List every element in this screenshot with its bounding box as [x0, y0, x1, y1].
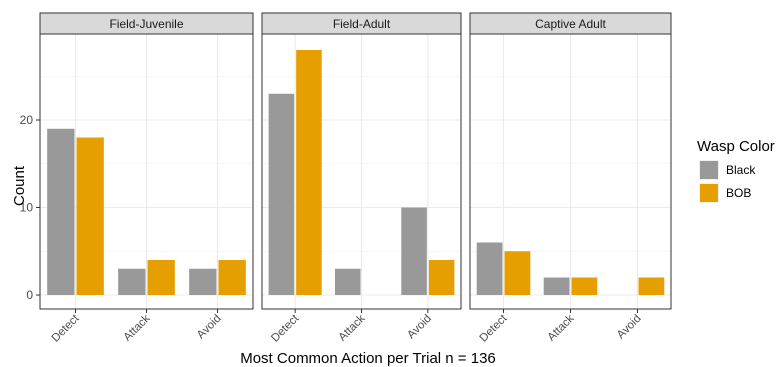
legend-title: Wasp Color [697, 138, 775, 155]
x-tick-label: Avoid [195, 313, 224, 342]
x-tick-label: Avoid [615, 313, 644, 342]
bar-captive-adult-attack-bob [571, 277, 598, 295]
bar-field-juvenile-attack-black [118, 268, 146, 295]
bar-field-juvenile-avoid-black [189, 268, 217, 295]
legend-label-bob: BOB [726, 186, 751, 200]
strip-label-field-adult: Field-Adult [333, 17, 391, 31]
x-axis-title: Most Common Action per Trial n = 136 [240, 350, 496, 367]
bar-captive-adult-attack-black [543, 277, 570, 295]
bar-field-adult-avoid-bob [428, 260, 455, 295]
y-axis: 0 10 20 [20, 113, 40, 302]
x-tick-label: Attack [122, 312, 153, 343]
x-tick-label: Attack [546, 312, 577, 343]
y-tick-label: 20 [20, 113, 34, 127]
bar-field-adult-detect-bob [296, 50, 322, 295]
bar-captive-adult-avoid-bob [638, 277, 665, 295]
bar-field-juvenile-avoid-bob [218, 260, 246, 295]
panel-field-adult: Field-Adult Detect Attack Avoid [261, 12, 462, 345]
bar-field-adult-attack-black [334, 268, 361, 295]
bar-field-juvenile-detect-black [47, 128, 75, 295]
y-axis-title: Count [11, 165, 28, 206]
y-tick-label: 10 [20, 201, 34, 215]
bar-captive-adult-detect-bob [504, 251, 531, 295]
x-tick-label: Avoid [405, 313, 434, 342]
y-tick-label: 0 [26, 288, 33, 302]
legend-label-black: Black [726, 163, 756, 177]
bar-field-adult-detect-black [268, 93, 295, 295]
x-tick-label: Attack [337, 312, 368, 343]
strip-label-captive-adult: Captive Adult [535, 17, 606, 31]
legend: Wasp Color Black BOB [697, 138, 775, 203]
legend-swatch-bob [700, 184, 718, 202]
strip-label-field-juvenile: Field-Juvenile [109, 17, 183, 31]
bar-field-adult-avoid-black [401, 207, 427, 295]
x-tick-label: Detect [50, 312, 83, 345]
x-tick-label: Detect [269, 312, 302, 345]
bar-captive-adult-detect-black [476, 242, 503, 295]
panel-captive-adult: Captive Adult Detect Attack Avoid [469, 12, 672, 345]
legend-swatch-black [700, 161, 718, 179]
bar-field-juvenile-attack-bob [147, 260, 175, 295]
bar-field-juvenile-detect-bob [76, 137, 104, 295]
panel-field-juvenile: Field-Juvenile Detect Attack Avoid [39, 12, 254, 345]
x-tick-label: Detect [478, 312, 511, 345]
